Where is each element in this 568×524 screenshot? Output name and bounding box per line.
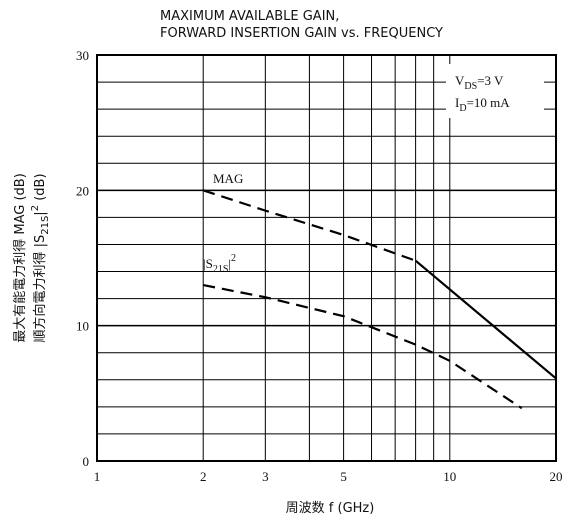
y-label-sup: 2 [30, 205, 41, 211]
chart-title: FORWARD INSERTION GAIN vs. FREQUENCY [160, 26, 443, 41]
conditions-box [446, 64, 544, 118]
x-tick-label: 5 [340, 469, 347, 484]
chart-title: MAXIMUM AVAILABLE GAIN, [160, 9, 339, 24]
cond-part: I [455, 95, 459, 110]
y-tick-label: 20 [76, 183, 89, 198]
y-label-sub: 21S [40, 216, 51, 235]
label-part: |S [203, 256, 213, 271]
series-line [202, 283, 523, 410]
y-tick-label: 30 [76, 48, 89, 63]
cond-part: V [455, 73, 465, 88]
label-sup: 2 [231, 253, 236, 264]
x-tick-label: 10 [443, 469, 456, 484]
y-label-part: 順方向電力利得 |S [32, 235, 48, 343]
cond-part: =10 mA [467, 95, 511, 110]
series-line [202, 189, 416, 262]
y-axis-label: 最大有能電力利得 MAG (dB) [12, 173, 28, 343]
condition: ID=10 mA [455, 95, 510, 114]
series-label: |S21S|2 [203, 253, 236, 275]
y-tick-label: 10 [76, 319, 89, 334]
x-axis-label: 周波数 f (GHz) [286, 501, 375, 516]
condition: VDS=3 V [455, 73, 504, 92]
label-sub: 21S [213, 264, 229, 275]
y-label-part: | [33, 211, 48, 215]
x-tick-label: 2 [200, 469, 207, 484]
y-label-part: (dB) [33, 173, 48, 204]
x-tick-label: 1 [94, 469, 101, 484]
x-tick-label: 3 [262, 469, 269, 484]
cond-sub: D [459, 103, 466, 114]
cond-part: =3 V [477, 73, 504, 88]
y-axis-label: 順方向電力利得 |S21S|2 (dB) [30, 173, 51, 342]
cond-sub: DS [464, 81, 477, 92]
y-tick-label: 0 [83, 454, 90, 469]
label-part: | [228, 256, 231, 271]
x-tick-label: 20 [550, 469, 563, 484]
series-label: MAG [213, 171, 243, 186]
series-line [414, 259, 557, 380]
